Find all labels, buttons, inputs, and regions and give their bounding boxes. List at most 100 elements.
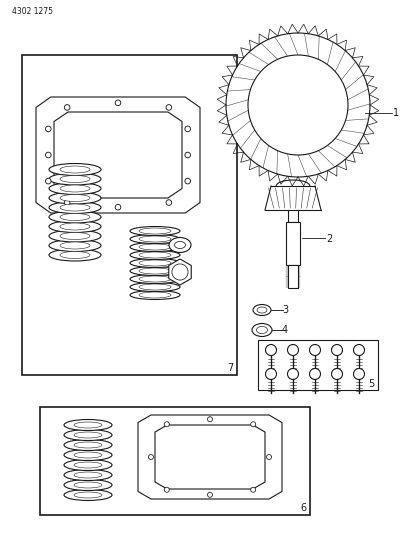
- Ellipse shape: [60, 185, 90, 192]
- Polygon shape: [54, 112, 182, 198]
- Circle shape: [207, 492, 212, 497]
- Ellipse shape: [60, 242, 90, 249]
- Text: 2: 2: [325, 234, 331, 244]
- Circle shape: [207, 417, 212, 422]
- Bar: [285, 222, 299, 265]
- Ellipse shape: [49, 239, 101, 252]
- Ellipse shape: [130, 251, 180, 260]
- Ellipse shape: [130, 274, 180, 284]
- Circle shape: [45, 179, 51, 184]
- Circle shape: [353, 368, 364, 379]
- Ellipse shape: [139, 284, 171, 290]
- Circle shape: [287, 368, 298, 379]
- Circle shape: [331, 344, 342, 356]
- Ellipse shape: [49, 192, 101, 204]
- Circle shape: [164, 422, 169, 427]
- Ellipse shape: [139, 276, 171, 282]
- Ellipse shape: [74, 482, 102, 488]
- Circle shape: [265, 368, 276, 379]
- Circle shape: [148, 455, 153, 459]
- Ellipse shape: [64, 459, 112, 471]
- Circle shape: [115, 100, 121, 106]
- Polygon shape: [169, 259, 191, 285]
- Circle shape: [247, 55, 347, 155]
- Ellipse shape: [252, 304, 270, 316]
- Ellipse shape: [139, 228, 171, 234]
- Text: 3: 3: [281, 305, 288, 315]
- Circle shape: [184, 152, 190, 158]
- Ellipse shape: [256, 326, 267, 334]
- Ellipse shape: [74, 462, 102, 468]
- Ellipse shape: [174, 241, 185, 248]
- Ellipse shape: [49, 230, 101, 242]
- Ellipse shape: [60, 252, 90, 259]
- Bar: [287, 265, 297, 288]
- Ellipse shape: [139, 236, 171, 242]
- Ellipse shape: [130, 282, 180, 292]
- Text: 7: 7: [227, 363, 233, 373]
- Circle shape: [45, 126, 51, 132]
- Ellipse shape: [49, 249, 101, 261]
- Circle shape: [184, 179, 190, 184]
- Ellipse shape: [49, 211, 101, 223]
- Polygon shape: [155, 425, 264, 489]
- Circle shape: [265, 344, 276, 356]
- Ellipse shape: [74, 452, 102, 458]
- Circle shape: [45, 152, 51, 158]
- Ellipse shape: [130, 227, 180, 236]
- Circle shape: [331, 368, 342, 379]
- Ellipse shape: [169, 238, 191, 253]
- Ellipse shape: [60, 166, 90, 173]
- Ellipse shape: [130, 266, 180, 276]
- Ellipse shape: [49, 173, 101, 185]
- Polygon shape: [138, 415, 281, 499]
- Ellipse shape: [64, 449, 112, 461]
- Ellipse shape: [49, 201, 101, 214]
- Ellipse shape: [139, 292, 171, 298]
- Ellipse shape: [64, 430, 112, 440]
- Circle shape: [250, 487, 255, 492]
- Ellipse shape: [74, 472, 102, 478]
- Circle shape: [184, 126, 190, 132]
- Ellipse shape: [60, 223, 90, 230]
- Ellipse shape: [74, 492, 102, 498]
- Bar: [40, 407, 309, 515]
- Ellipse shape: [64, 440, 112, 450]
- Ellipse shape: [139, 260, 171, 266]
- Ellipse shape: [49, 164, 101, 175]
- Ellipse shape: [60, 204, 90, 211]
- Bar: [257, 340, 377, 390]
- Ellipse shape: [60, 232, 90, 239]
- Ellipse shape: [49, 182, 101, 195]
- Ellipse shape: [139, 244, 171, 250]
- Ellipse shape: [74, 442, 102, 448]
- Circle shape: [164, 487, 169, 492]
- Ellipse shape: [64, 470, 112, 481]
- Circle shape: [309, 344, 320, 356]
- Circle shape: [64, 104, 70, 110]
- Ellipse shape: [130, 290, 180, 300]
- Text: 4: 4: [281, 325, 288, 335]
- Circle shape: [171, 264, 188, 280]
- Circle shape: [309, 368, 320, 379]
- Ellipse shape: [130, 235, 180, 244]
- Ellipse shape: [64, 419, 112, 431]
- Circle shape: [166, 104, 171, 110]
- Ellipse shape: [130, 259, 180, 268]
- Ellipse shape: [130, 243, 180, 252]
- Polygon shape: [36, 97, 200, 213]
- Text: 5: 5: [367, 379, 373, 389]
- Ellipse shape: [60, 214, 90, 221]
- Ellipse shape: [74, 432, 102, 438]
- Ellipse shape: [60, 175, 90, 182]
- Ellipse shape: [139, 268, 171, 274]
- Circle shape: [353, 344, 364, 356]
- Circle shape: [266, 455, 271, 459]
- Circle shape: [166, 200, 171, 205]
- Ellipse shape: [49, 221, 101, 232]
- Text: 4302 1275: 4302 1275: [12, 7, 53, 16]
- Ellipse shape: [139, 252, 171, 258]
- Ellipse shape: [252, 324, 271, 336]
- Text: 6: 6: [299, 503, 306, 513]
- Ellipse shape: [60, 195, 90, 201]
